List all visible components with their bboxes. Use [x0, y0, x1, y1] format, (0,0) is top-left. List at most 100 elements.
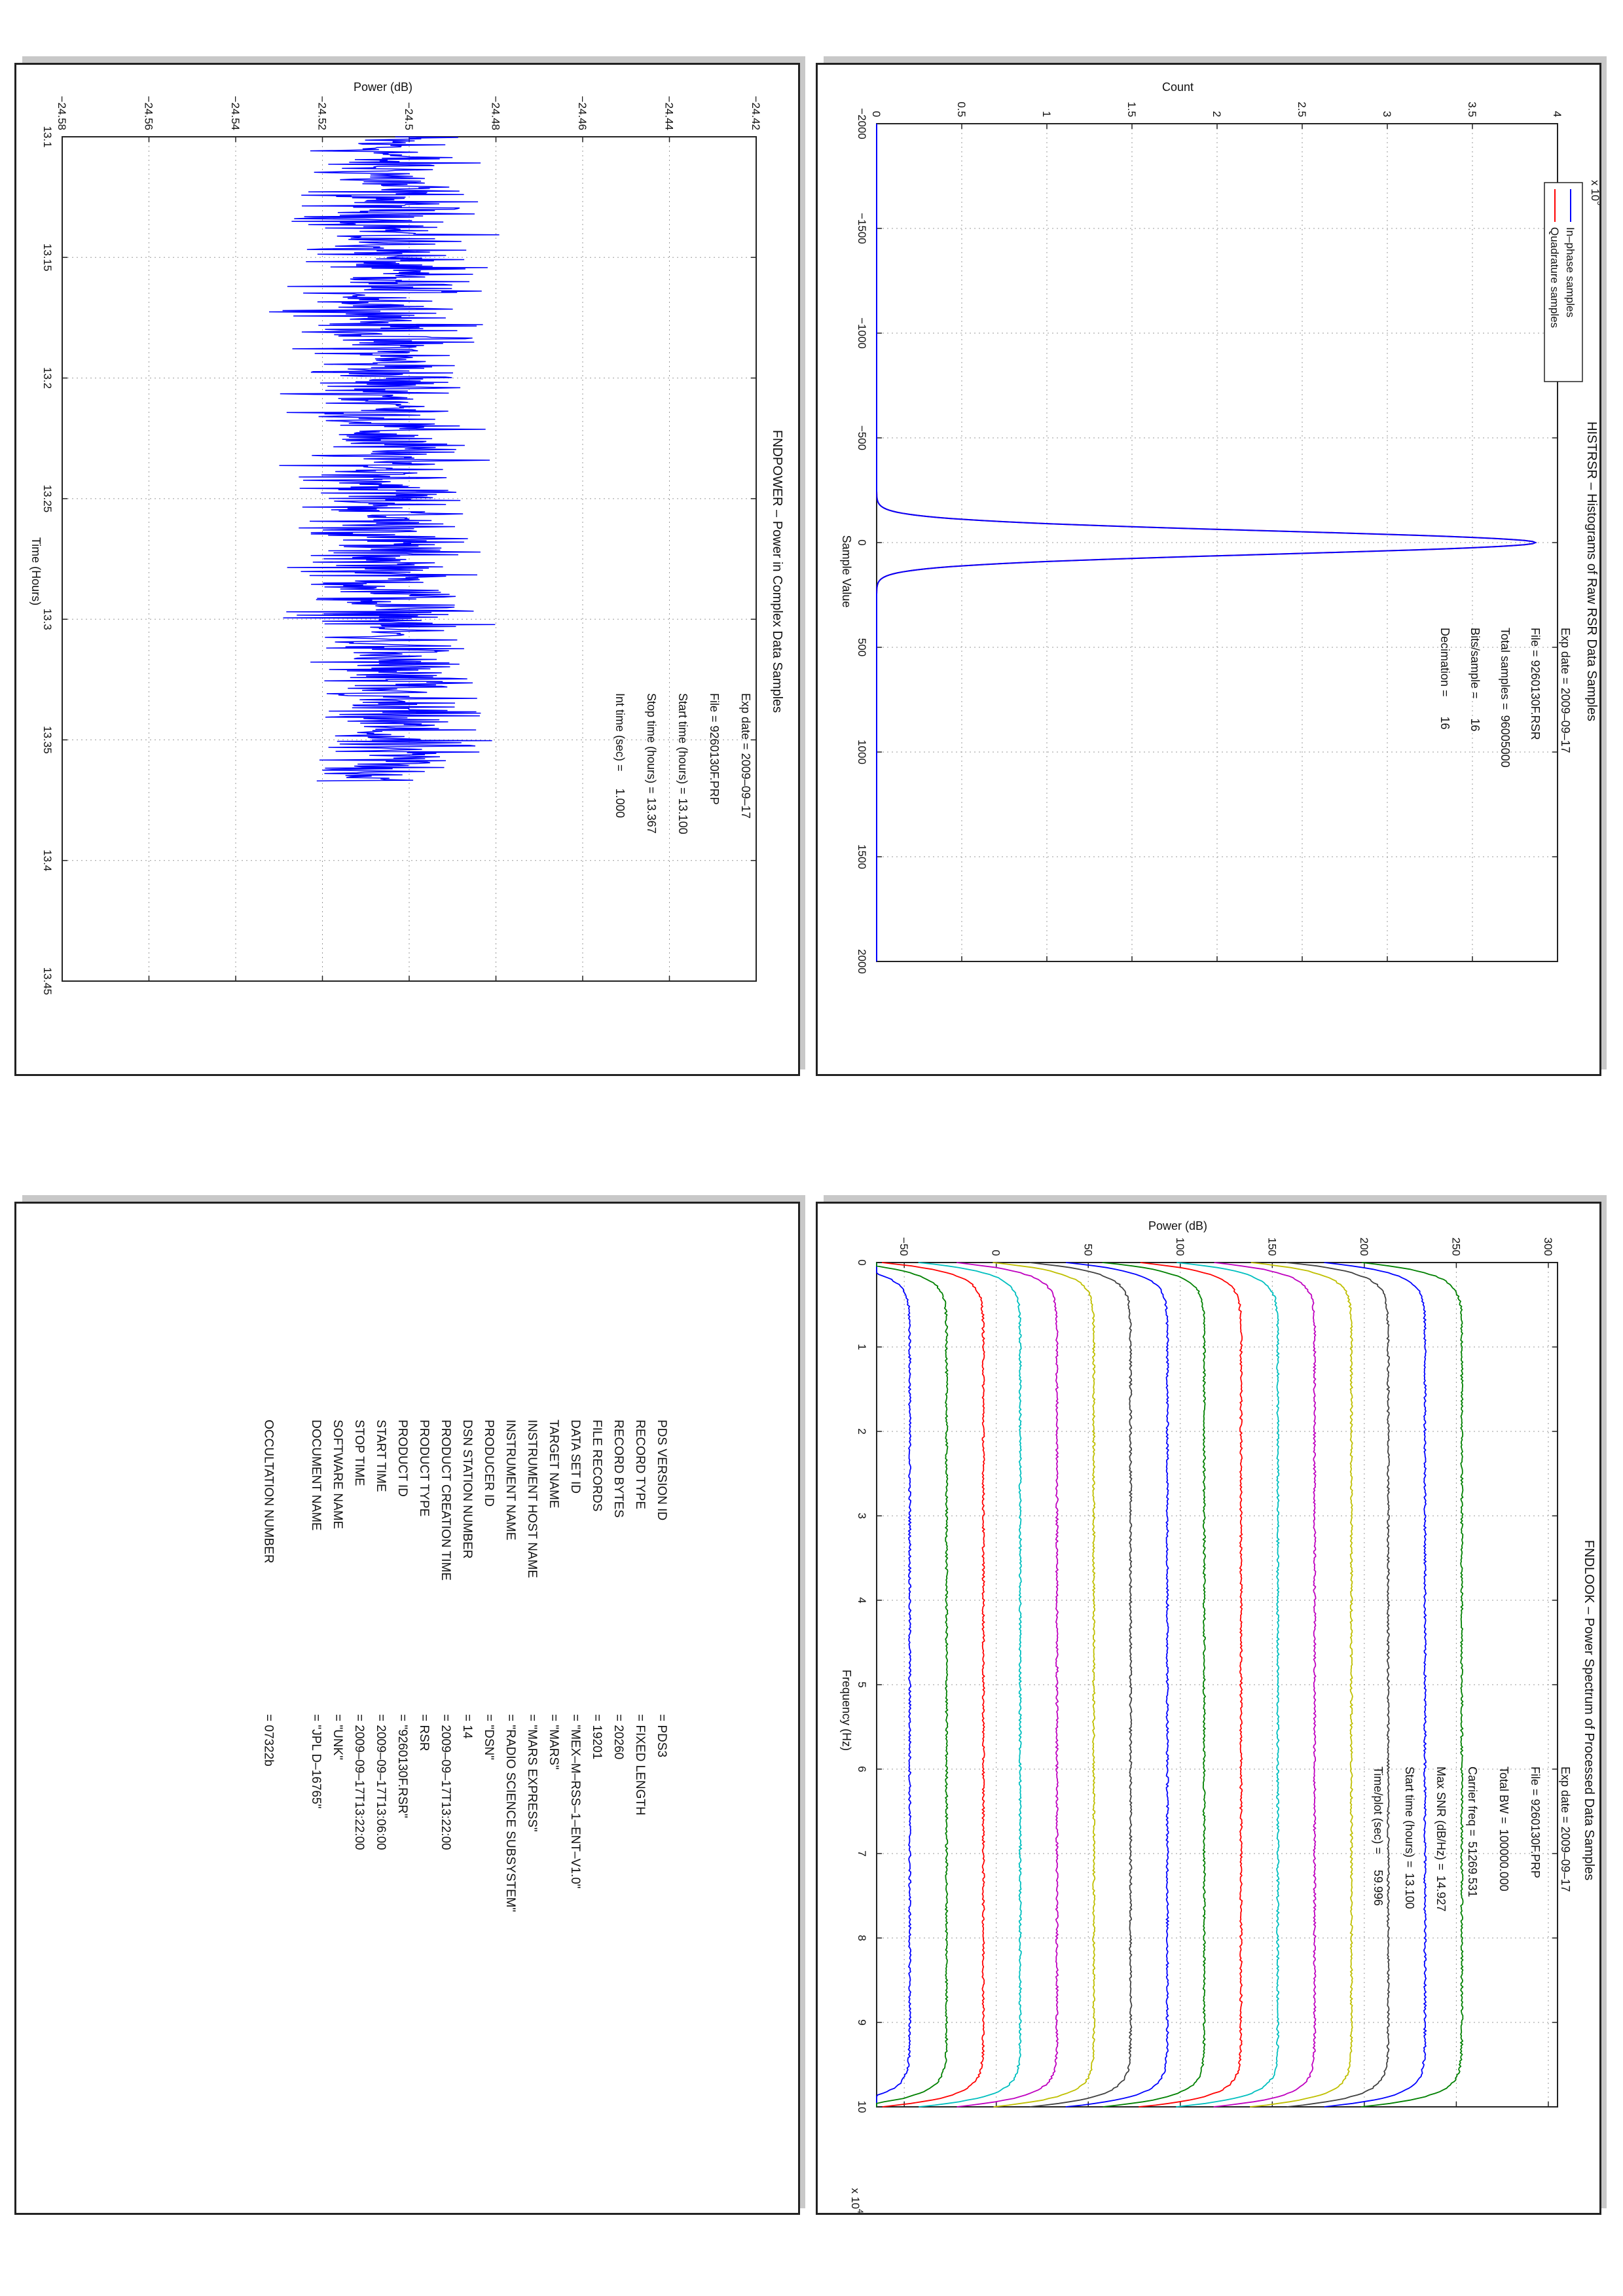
fndlook-series-line	[1286, 1262, 1391, 2108]
fndlook-info-2: Total BW =100000.000	[1497, 1767, 1510, 1892]
fndlook-series-line	[1176, 1262, 1280, 2108]
fndlook-series-line	[1324, 1262, 1427, 2108]
label-row-value: = 2009–09–17T13:22:00	[352, 1714, 366, 1850]
fndlook-series-line	[876, 1263, 912, 2107]
fndlook-ylabel: Power (dB)	[1148, 1219, 1207, 1232]
fndlook-info-4: Max SNR (dB/Hz) =14.927	[1434, 1767, 1448, 1912]
label-row-value: = "9260130F.RSR"	[395, 1714, 409, 1818]
label-row-key: STOP TIME	[352, 1420, 366, 1486]
histrsr-ylabel: Count	[1162, 81, 1194, 94]
histrsr-info-1: File = 9260130F.RSR	[1529, 628, 1542, 740]
fndlook-xtick-label: 3	[856, 1513, 868, 1518]
fndpower-xtick-label: 13.3	[41, 609, 54, 630]
label-row-key: TARGET NAME	[547, 1420, 560, 1508]
fndlook-info-6: Time/plot (sec) =59.996	[1372, 1767, 1385, 1906]
label-row-key: PDS VERSION ID	[655, 1420, 668, 1520]
label-row-value: = "DSN"	[482, 1714, 496, 1760]
fndpower-ytick-label: −24.52	[316, 96, 329, 130]
legend-quadrature: Quadrature samples	[1548, 227, 1561, 328]
histrsr-xtick-label: 500	[856, 638, 868, 656]
fndpower-xlabel: Time (Hours)	[29, 537, 43, 605]
histrsr-ytick-label: 3.5	[1466, 101, 1478, 117]
label-row-value: = RSR	[417, 1714, 431, 1751]
fndlook-ytick-label: 200	[1358, 1238, 1370, 1256]
histrsr-xtick-label: 1000	[856, 740, 868, 764]
fndlook-xtick-label: 4	[856, 1597, 868, 1603]
fndpower-panel: 13.1 13.15 13.2 13.25 13.3 13.35 13.4 13.45 −24.…	[14, 63, 800, 1076]
label-row-value: = PDS3	[655, 1714, 668, 1757]
label-row-key: INSTRUMENT HOST NAME	[525, 1420, 539, 1578]
histrsr-xtick-label: 2000	[856, 949, 868, 974]
label-row-key: PRODUCER ID	[482, 1420, 496, 1507]
fndlook-ytick-label: 300	[1542, 1238, 1554, 1256]
fndlook-series-line	[1360, 1262, 1464, 2108]
histrsr-xtick-label: −1000	[856, 317, 868, 349]
fndpower-xtick-label: 13.1	[41, 126, 54, 147]
fndpower-ytick-label: −24.5	[403, 102, 415, 130]
histrsr-ytick-label: 0.5	[955, 101, 968, 117]
histrsr-info-0: Exp date = 2009–09–17	[1559, 628, 1572, 753]
fndpower-xtick-label: 13.4	[41, 850, 54, 871]
histrsr-info: Exp date = 2009–09–17 File = 9260130F.RS…	[1438, 628, 1572, 768]
fndpower-ytick-label: −24.56	[143, 96, 155, 130]
fndlook-ytick-label: 50	[1082, 1244, 1094, 1256]
label-row-key: INSTRUMENT NAME	[503, 1420, 517, 1540]
fndlook-xtick-label: 8	[856, 1935, 868, 1941]
fndpower-ylabel: Power (dB)	[354, 81, 412, 94]
label-row-key: RECORD TYPE	[633, 1420, 647, 1509]
histrsr-xtick-label: 0	[856, 539, 868, 545]
label-row-value: = 19201	[590, 1714, 604, 1759]
fndlook-series-line	[1102, 1262, 1207, 2108]
fndpower-xtick-label: 13.45	[41, 967, 54, 996]
fndpower-info-4: Int time (sec) =1.000	[613, 693, 627, 818]
fndpower-xtick-label: 13.2	[41, 367, 54, 389]
histrsr-xtick-label: −1500	[856, 213, 868, 244]
fndlook-title: FNDLOOK – Power Spectrum of Processed Da…	[1582, 1540, 1596, 1880]
label-row-value: = 20260	[611, 1714, 625, 1759]
fndpower-xtick-label: 13.25	[41, 485, 54, 513]
fndpower-info-0: Exp date = 2009–09–17	[739, 693, 752, 819]
fndlook-ytick-label: −50	[898, 1237, 910, 1256]
fndlook-xtick-label: 7	[856, 1850, 868, 1856]
fndlook-series-line	[1139, 1262, 1243, 2108]
label-row-value: = "MARS"	[547, 1714, 560, 1770]
fndpower-xtick-label: 13.15	[41, 243, 54, 272]
legend-in-phase: In–phase samples	[1564, 227, 1577, 317]
histrsr-ytick-label: 3	[1381, 111, 1393, 117]
fndpower-info-2: Start time (hours) =13.100	[676, 693, 689, 834]
fndlook-xtick-label: 10	[856, 2101, 868, 2113]
fndlook-ytick-label: 250	[1450, 1238, 1462, 1256]
fndpower-title: FNDPOWER – Power in Complex Data Samples	[770, 430, 784, 713]
fndlook-series-line	[881, 1262, 985, 2108]
fndlook-ytick-label: 150	[1266, 1238, 1278, 1256]
label-panel: PDS VERSION ID = PDS3 RECORD TYPE = FIXED L…	[14, 1202, 800, 2215]
histrsr-y-multiplier: x 105	[1589, 180, 1601, 206]
label-row-key: PRODUCT CREATION TIME	[439, 1420, 452, 1581]
label-row-value: = "UNK"	[331, 1714, 344, 1760]
label-row-key: DATA SET ID	[568, 1420, 582, 1494]
histrsr-xlabel: Sample Value	[840, 535, 853, 608]
fndlook-xlabel: Frequency (Hz)	[840, 1670, 853, 1751]
fndlook-series-line	[1029, 1262, 1133, 2108]
fndpower-ytick-label: −24.44	[663, 96, 676, 130]
label-row-value: = 2009–09–17T13:06:00	[374, 1714, 388, 1850]
label-table: PDS VERSION ID = PDS3 RECORD TYPE = FIXED L…	[261, 1420, 668, 1912]
fndlook-ytick-label: 100	[1174, 1238, 1186, 1256]
fndlook-xtick-label: 2	[856, 1428, 868, 1434]
fndlook-xtick-label: 9	[856, 2019, 868, 2025]
histrsr-series-line	[876, 124, 1537, 961]
histrsr-ytick-label: 4	[1551, 111, 1563, 117]
histrsr-title: HISTRSR – Histograms of Raw RSR Data Sam…	[1584, 422, 1599, 721]
fndlook-ytick-label: 0	[990, 1250, 1002, 1256]
label-row-key: PRODUCT ID	[395, 1420, 409, 1497]
histrsr-info-3: Bits/sample =16	[1468, 628, 1482, 732]
label-row-key: DSN STATION NUMBER	[460, 1420, 474, 1559]
fndlook-panel: 0 1 2 3 4 5 6 7 8 9 10 −50 0 50 100 150 200 250 300 FNDLOO…	[816, 1202, 1601, 2215]
fndlook-series-line	[1065, 1262, 1170, 2108]
label-row-key: SOFTWARE NAME	[331, 1420, 344, 1529]
fndlook-info-1: File = 9260130F.PRP	[1529, 1767, 1542, 1878]
histrsr-ytick-label: 1	[1040, 111, 1053, 117]
fndpower-info-3: Stop time (hours) =13.367	[645, 693, 658, 834]
histrsr-ytick-label: 2.5	[1296, 101, 1308, 117]
fndpower-info: Exp date = 2009–09–17 File = 9260130F.PR…	[613, 693, 752, 834]
